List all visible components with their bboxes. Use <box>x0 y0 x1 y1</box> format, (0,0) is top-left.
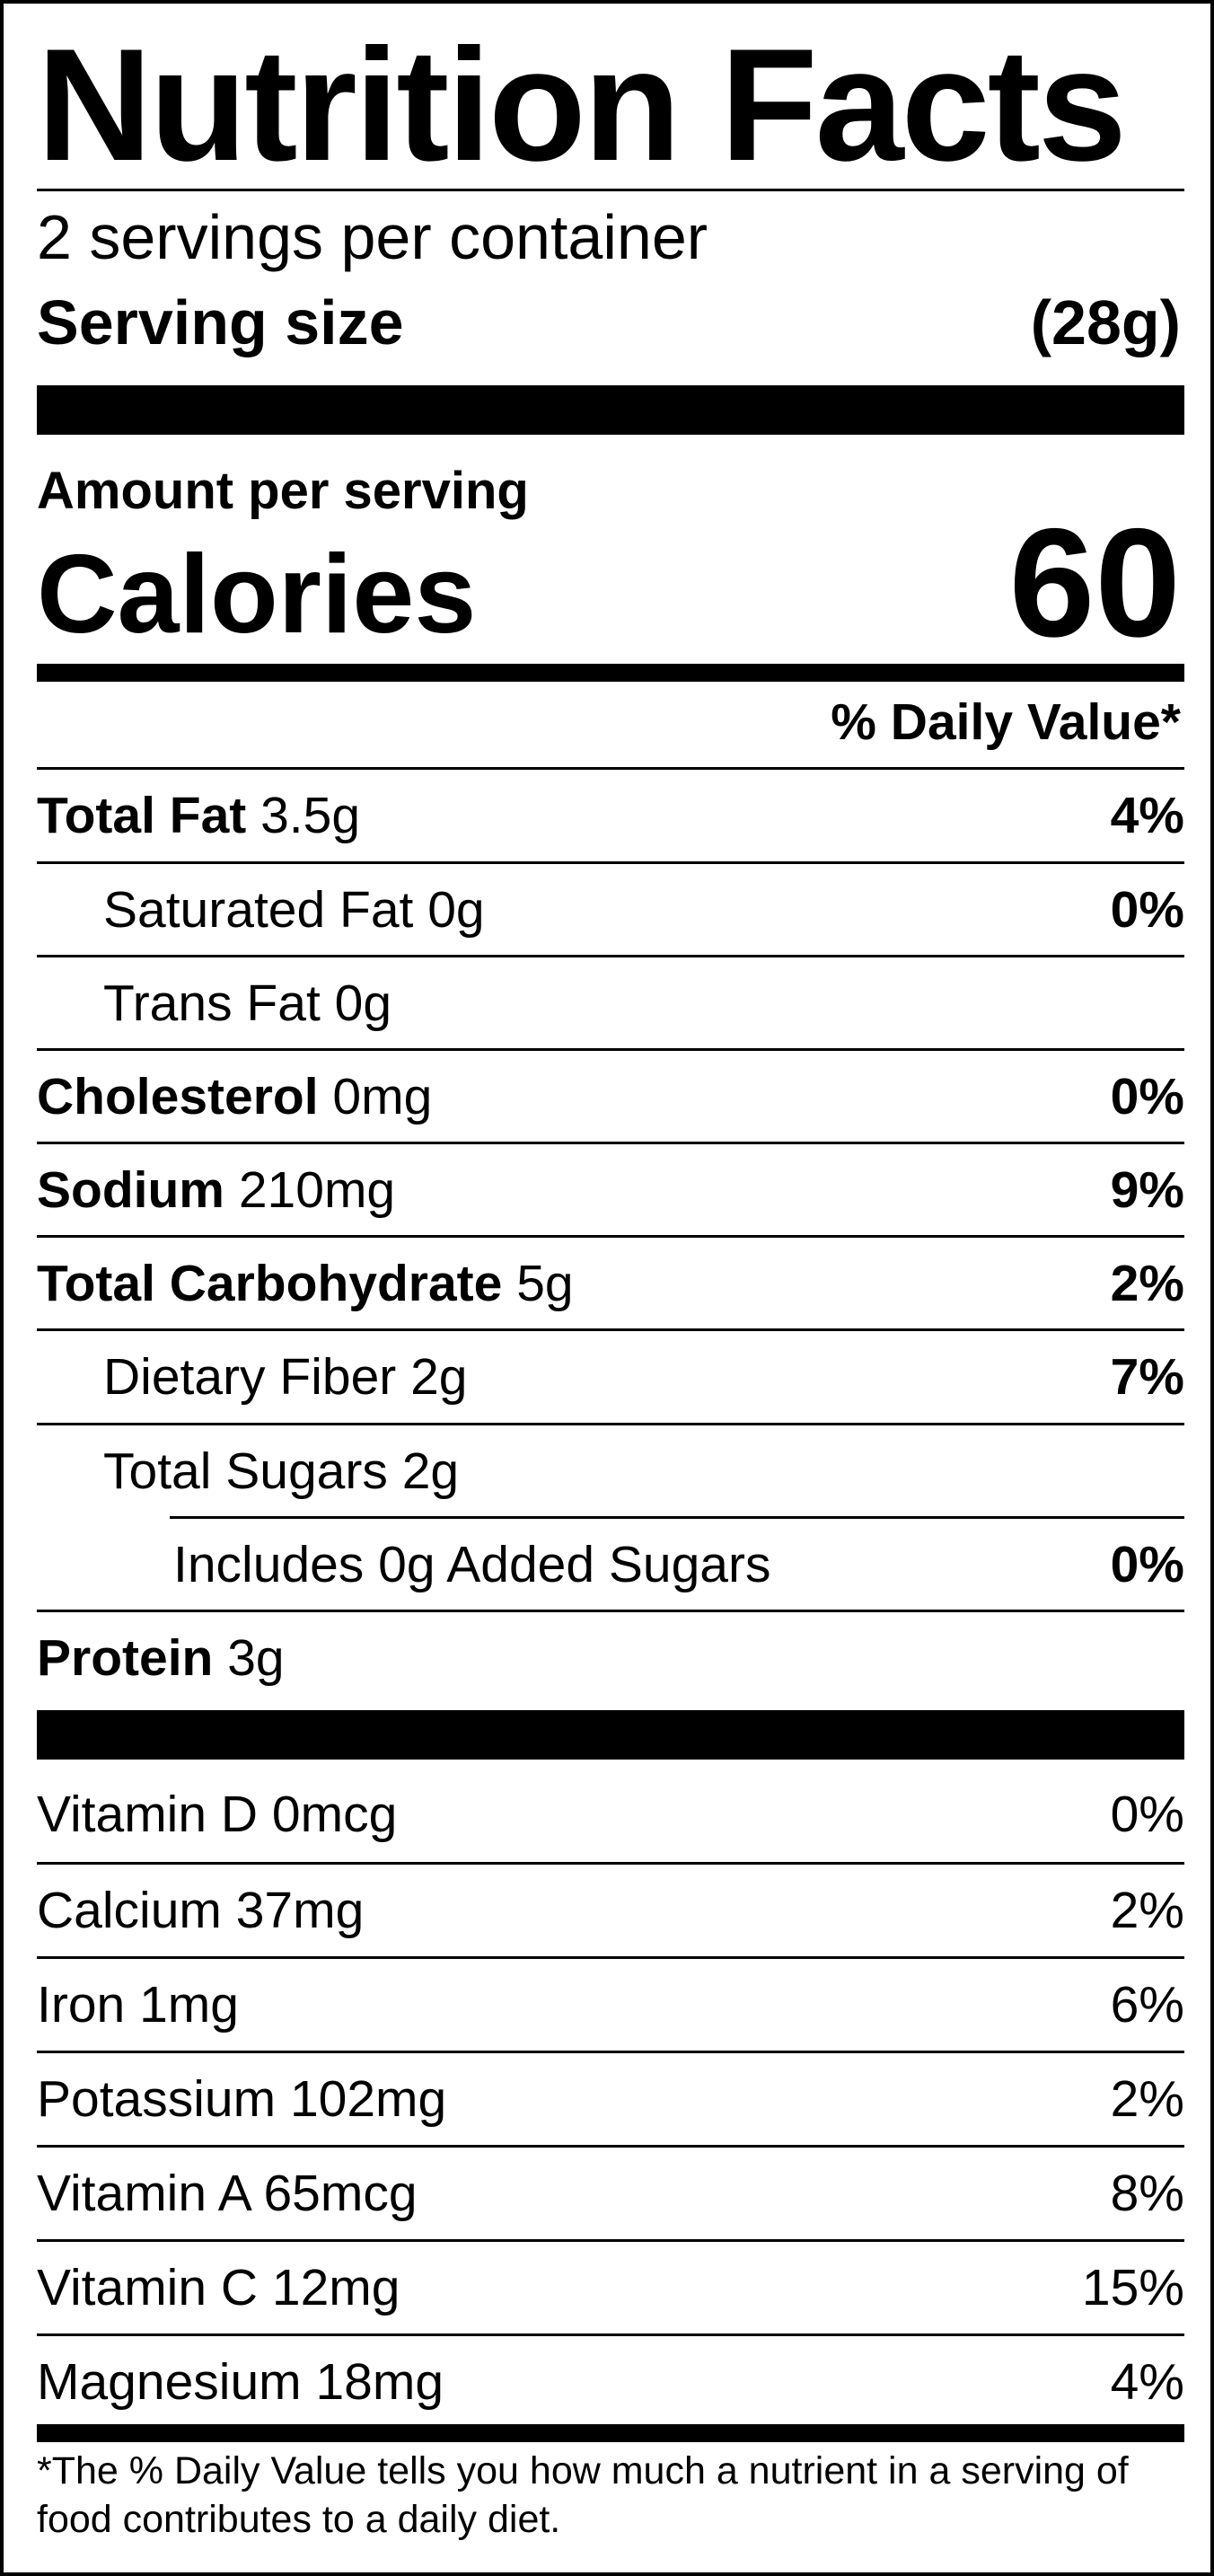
nutrient-name: Protein <box>37 1629 214 1687</box>
serving-size-value: (28g) <box>1030 287 1181 357</box>
nutrient-name: Total Fat <box>37 787 247 844</box>
nutrient-name: Dietary Fiber <box>103 1348 397 1406</box>
daily-value-header: % Daily Value* <box>831 693 1181 751</box>
divider <box>37 2239 1184 2242</box>
nutrient-daily-value: 4% <box>1110 787 1184 844</box>
indented-divider <box>170 1516 1184 1519</box>
nutrient-name: Total Sugars <box>103 1442 388 1500</box>
divider <box>37 1048 1184 1051</box>
nutrient-name: Trans Fat <box>103 975 321 1032</box>
vitamin-row-vitamin-c: Vitamin C 12mg 15% <box>37 2242 1184 2333</box>
vitamin-amount: 65mcg <box>263 2165 418 2222</box>
vitamin-amount: 18mg <box>315 2353 444 2411</box>
nutrient-row-total-fat: Total Fat 3.5g 4% <box>37 770 1184 861</box>
nutrient-row-added-sugars: Includes 0g Added Sugars 0% <box>37 1519 1184 1610</box>
nutrient-amount: 2g <box>410 1348 468 1406</box>
vitamin-daily-value: 15% <box>1081 2259 1184 2316</box>
nutrient-name: Cholesterol <box>37 1068 319 1125</box>
vitamin-row-iron: Iron 1mg 6% <box>37 1959 1184 2051</box>
vitamin-name: Potassium <box>37 2070 277 2128</box>
vitamin-name: Vitamin A <box>37 2165 250 2222</box>
vitamin-daily-value: 6% <box>1110 1976 1184 2033</box>
divider <box>37 1142 1184 1144</box>
thick-divider <box>37 1710 1184 1760</box>
vitamin-row-vitamin-a: Vitamin A 65mcg 8% <box>37 2148 1184 2239</box>
nutrient-daily-value: 2% <box>1110 1255 1184 1312</box>
vitamin-amount: 37mg <box>235 1882 365 1939</box>
vitamin-name: Vitamin C <box>37 2259 259 2316</box>
vitamin-row-calcium: Calcium 37mg 2% <box>37 1865 1184 1956</box>
nutrient-amount: 5g <box>516 1255 574 1312</box>
nutrient-amount: 3.5g <box>260 787 361 844</box>
nutrient-amount: 3g <box>227 1629 285 1687</box>
vitamin-amount: 102mg <box>289 2070 447 2128</box>
vitamin-daily-value: 2% <box>1110 1882 1184 1939</box>
daily-value-footnote: *The % Daily Value tells you how much a … <box>37 2449 1129 2541</box>
divider <box>37 1328 1184 1331</box>
vitamin-name: Calcium <box>37 1882 222 1939</box>
divider <box>37 2333 1184 2336</box>
divider <box>37 1956 1184 1959</box>
nutrient-daily-value: 7% <box>1110 1348 1184 1406</box>
calories-value: 60 <box>1008 497 1181 669</box>
vitamin-name: Magnesium <box>37 2353 302 2411</box>
vitamin-amount: 0mcg <box>271 1786 398 1843</box>
nutrient-name: Saturated Fat <box>103 881 414 939</box>
vitamin-daily-value: 0% <box>1110 1786 1184 1843</box>
divider <box>37 1862 1184 1865</box>
divider <box>37 767 1184 770</box>
nutrient-row-total-carbohydrate: Total Carbohydrate 5g 2% <box>37 1238 1184 1329</box>
divider <box>37 861 1184 864</box>
nutrient-amount: 0g <box>427 881 485 939</box>
nutrient-amount: 210mg <box>238 1161 396 1219</box>
divider <box>37 1423 1184 1425</box>
nutrient-name: Total Carbohydrate <box>37 1255 503 1312</box>
nutrient-row-dietary-fiber: Dietary Fiber 2g 7% <box>37 1331 1184 1423</box>
nutrient-row-sodium: Sodium 210mg 9% <box>37 1144 1184 1236</box>
amount-per-serving: Amount per serving <box>37 462 529 520</box>
vitamin-daily-value: 8% <box>1110 2165 1184 2222</box>
divider <box>37 189 1184 191</box>
vitamin-name: Iron <box>37 1976 126 2033</box>
vitamin-amount: 12mg <box>271 2259 400 2316</box>
vitamin-row-vitamin-d: Vitamin D 0mcg 0% <box>37 1769 1184 1860</box>
divider <box>37 2145 1184 2148</box>
divider <box>37 1235 1184 1238</box>
vitamin-daily-value: 4% <box>1110 2353 1184 2411</box>
thick-divider <box>37 385 1184 435</box>
nutrient-amount: 0mg <box>332 1068 433 1125</box>
servings-per-container: 2 servings per container <box>37 202 708 272</box>
nutrient-amount: 0g <box>334 975 392 1032</box>
label-title: Nutrition Facts <box>37 15 1127 194</box>
nutrient-row-protein: Protein 3g <box>37 1612 1184 1704</box>
calories-label: Calories <box>37 533 477 657</box>
vitamin-row-magnesium: Magnesium 18mg 4% <box>37 2336 1184 2428</box>
nutrient-daily-value: 0% <box>1110 1536 1184 1593</box>
divider <box>37 955 1184 957</box>
nutrient-row-cholesterol: Cholesterol 0mg 0% <box>37 1051 1184 1142</box>
nutrient-row-total-sugars: Total Sugars 2g <box>37 1425 1184 1517</box>
vitamin-row-potassium: Potassium 102mg 2% <box>37 2053 1184 2145</box>
serving-size-label: Serving size <box>37 287 404 357</box>
nutrient-daily-value: 0% <box>1110 1068 1184 1125</box>
nutrient-daily-value: 9% <box>1110 1161 1184 1219</box>
divider <box>37 2051 1184 2053</box>
divider <box>37 1610 1184 1612</box>
nutrient-name: Sodium <box>37 1161 224 1219</box>
medium-divider <box>37 2424 1184 2442</box>
nutrient-amount: 2g <box>401 1442 460 1500</box>
nutrient-row-trans-fat: Trans Fat 0g <box>37 957 1184 1049</box>
nutrient-daily-value: 0% <box>1110 881 1184 939</box>
medium-divider <box>37 664 1184 682</box>
vitamin-name: Vitamin D <box>37 1786 259 1843</box>
nutrient-name: Includes 0g Added Sugars <box>173 1536 771 1593</box>
vitamin-amount: 1mg <box>139 1976 239 2033</box>
vitamin-daily-value: 2% <box>1110 2070 1184 2128</box>
nutrient-row-saturated-fat: Saturated Fat 0g 0% <box>37 864 1184 956</box>
